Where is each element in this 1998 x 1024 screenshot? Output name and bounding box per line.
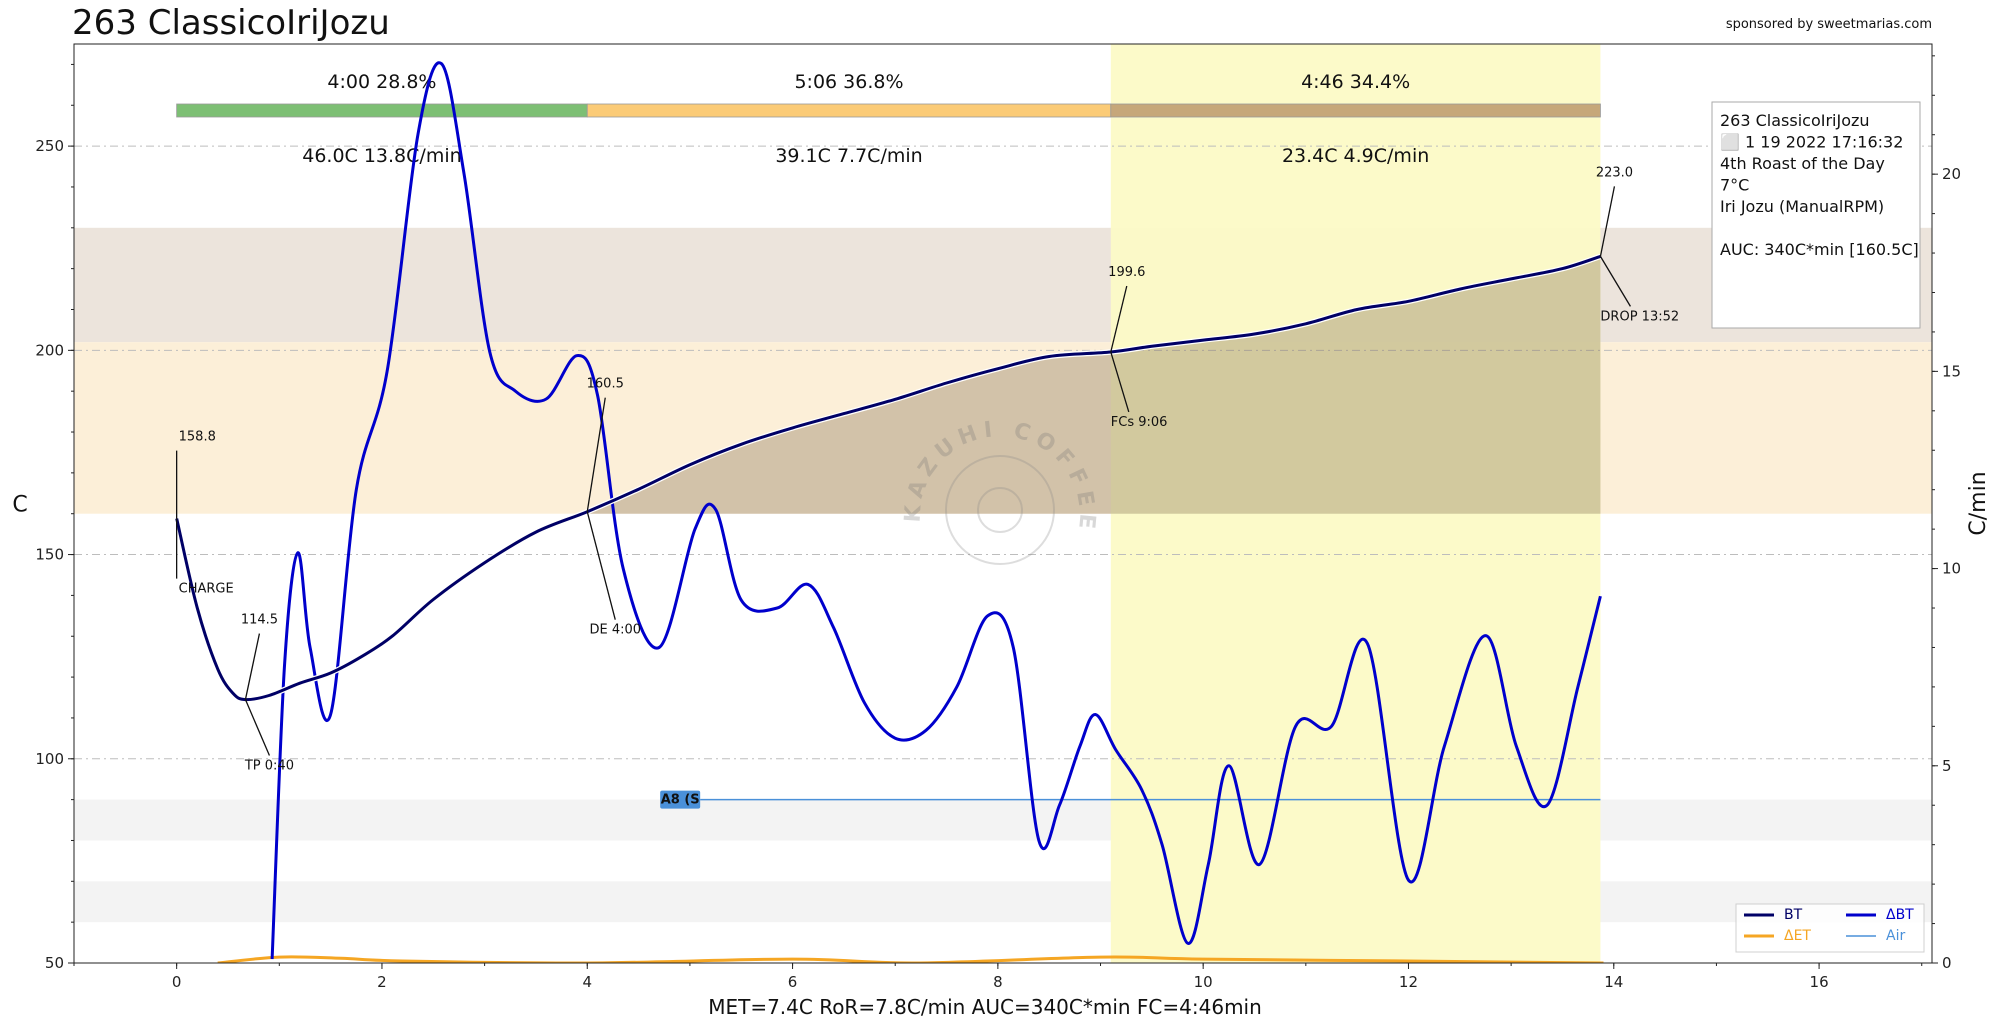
phase-bar-0 [176, 103, 588, 118]
anno-event-3: FCs 9:06 [1111, 415, 1168, 430]
series-group [174, 61, 1604, 963]
series-delta-et [217, 955, 1604, 963]
anno-event-4: DROP 13:52 [1600, 309, 1679, 324]
phase-bar-1 [586, 103, 1112, 118]
anno-event-1: TP 0:40 [244, 759, 294, 774]
anno-event-2: DE 4:00 [589, 623, 641, 638]
watermark-inner-circle [977, 487, 1023, 533]
anno-value-4: 223.0 [1596, 165, 1633, 180]
info-line-6: AUC: 340C*min [160.5C] [1720, 240, 1919, 259]
footer-stats: MET=7.4C RoR=7.8C/min AUC=340C*min FC=4:… [708, 995, 1262, 1019]
y-left-tick-label-3: 200 [35, 341, 64, 359]
anno-leader-event-1 [244, 699, 271, 756]
info-box [1711, 101, 1921, 329]
anno-event-0: CHARGE [179, 582, 234, 597]
info-line-0: 263 ClassicoIriJozu [1720, 111, 1870, 130]
anno-leader-value-2 [586, 397, 606, 512]
legend-box [1735, 903, 1925, 953]
anno-value-0: 158.8 [179, 430, 216, 445]
anno-value-3: 199.6 [1108, 265, 1145, 280]
y-right-tick-label-0: 0 [1942, 954, 1952, 972]
y-left-axis-label: C [12, 493, 27, 518]
band-2 [74, 799, 1932, 841]
y-left-tick-label-0: 50 [45, 954, 64, 972]
anno-leader-value-1 [244, 633, 261, 700]
sponsor-text: sponsored by sweetmarias.com [1726, 17, 1932, 32]
info-line-2: 4th Roast of the Day [1720, 154, 1885, 173]
anno-leader-event-2 [586, 511, 616, 620]
bt-area-fill [587, 256, 1601, 514]
special-marker-box [660, 790, 701, 809]
series-bt [175, 254, 1601, 702]
band-0 [74, 227, 1932, 343]
phase-time-2: 4:46 34.4% [1301, 71, 1410, 93]
anno-value-2: 160.5 [587, 377, 624, 392]
band-3 [74, 881, 1932, 923]
info-line-3: 7°C [1720, 176, 1749, 195]
phase-bar-2 [1110, 103, 1601, 118]
y-right-tick-label-3: 15 [1942, 362, 1961, 380]
phase-time-1: 5:06 36.8% [794, 71, 903, 93]
x-tick-label-2: 4 [582, 973, 592, 991]
chart-title: 263 ClassicoIriJozu [72, 3, 390, 43]
phase-rate-1: 39.1C 7.7C/min [775, 145, 922, 167]
anno-leader-event-3 [1110, 351, 1130, 413]
anno-leader-event-4 [1599, 256, 1631, 307]
anno-leader-value-3 [1110, 285, 1128, 353]
x-tick-label-1: 2 [377, 973, 387, 991]
y-left-tick-label-1: 100 [35, 750, 64, 768]
plot-frame [73, 43, 1933, 964]
highlight-span [1110, 44, 1601, 963]
y-right-tick-label-4: 20 [1942, 165, 1961, 183]
y-right-tick-label-2: 10 [1942, 560, 1961, 578]
y-left-tick-label-2: 150 [35, 546, 64, 564]
y-right-tick-label-1: 5 [1942, 757, 1952, 775]
legend-label-3: Air [1886, 928, 1905, 944]
y-left-tick-label-4: 250 [35, 137, 64, 155]
band-1 [74, 342, 1932, 514]
legend-label-1: ΔBT [1886, 907, 1914, 923]
x-tick-label-5: 10 [1194, 973, 1213, 991]
watermark-circle [945, 455, 1055, 565]
phase-rate-0: 46.0C 13.8C/min [302, 145, 461, 167]
info-line-4: Iri Jozu (ManualRPM) [1720, 197, 1884, 216]
x-tick-label-6: 12 [1399, 973, 1418, 991]
x-tick-label-7: 14 [1604, 973, 1623, 991]
info-line-1: ⬜ 1 19 2022 17:16:32 [1720, 133, 1903, 152]
x-tick-label-0: 0 [172, 973, 182, 991]
special-marker-label: A8 (S [661, 793, 700, 808]
phase-rate-2: 23.4C 4.9C/min [1282, 145, 1429, 167]
x-tick-label-8: 16 [1810, 973, 1829, 991]
y-right-axis-label: C/min [1966, 471, 1991, 535]
plot-area: 4:00 28.8% 46.0C 13.8C/min 5:06 36.8% 39.1C… [12, 43, 1991, 991]
series-delta-bt [270, 61, 1602, 960]
anno-leader-value-4 [1599, 186, 1616, 257]
phase-time-0: 4:00 28.8% [327, 71, 436, 93]
x-tick-label-4: 8 [993, 973, 1003, 991]
x-tick-label-3: 6 [788, 973, 798, 991]
legend-label-0: BT [1784, 907, 1803, 923]
anno-value-1: 114.5 [241, 613, 278, 628]
legend-label-2: ΔET [1784, 928, 1811, 944]
